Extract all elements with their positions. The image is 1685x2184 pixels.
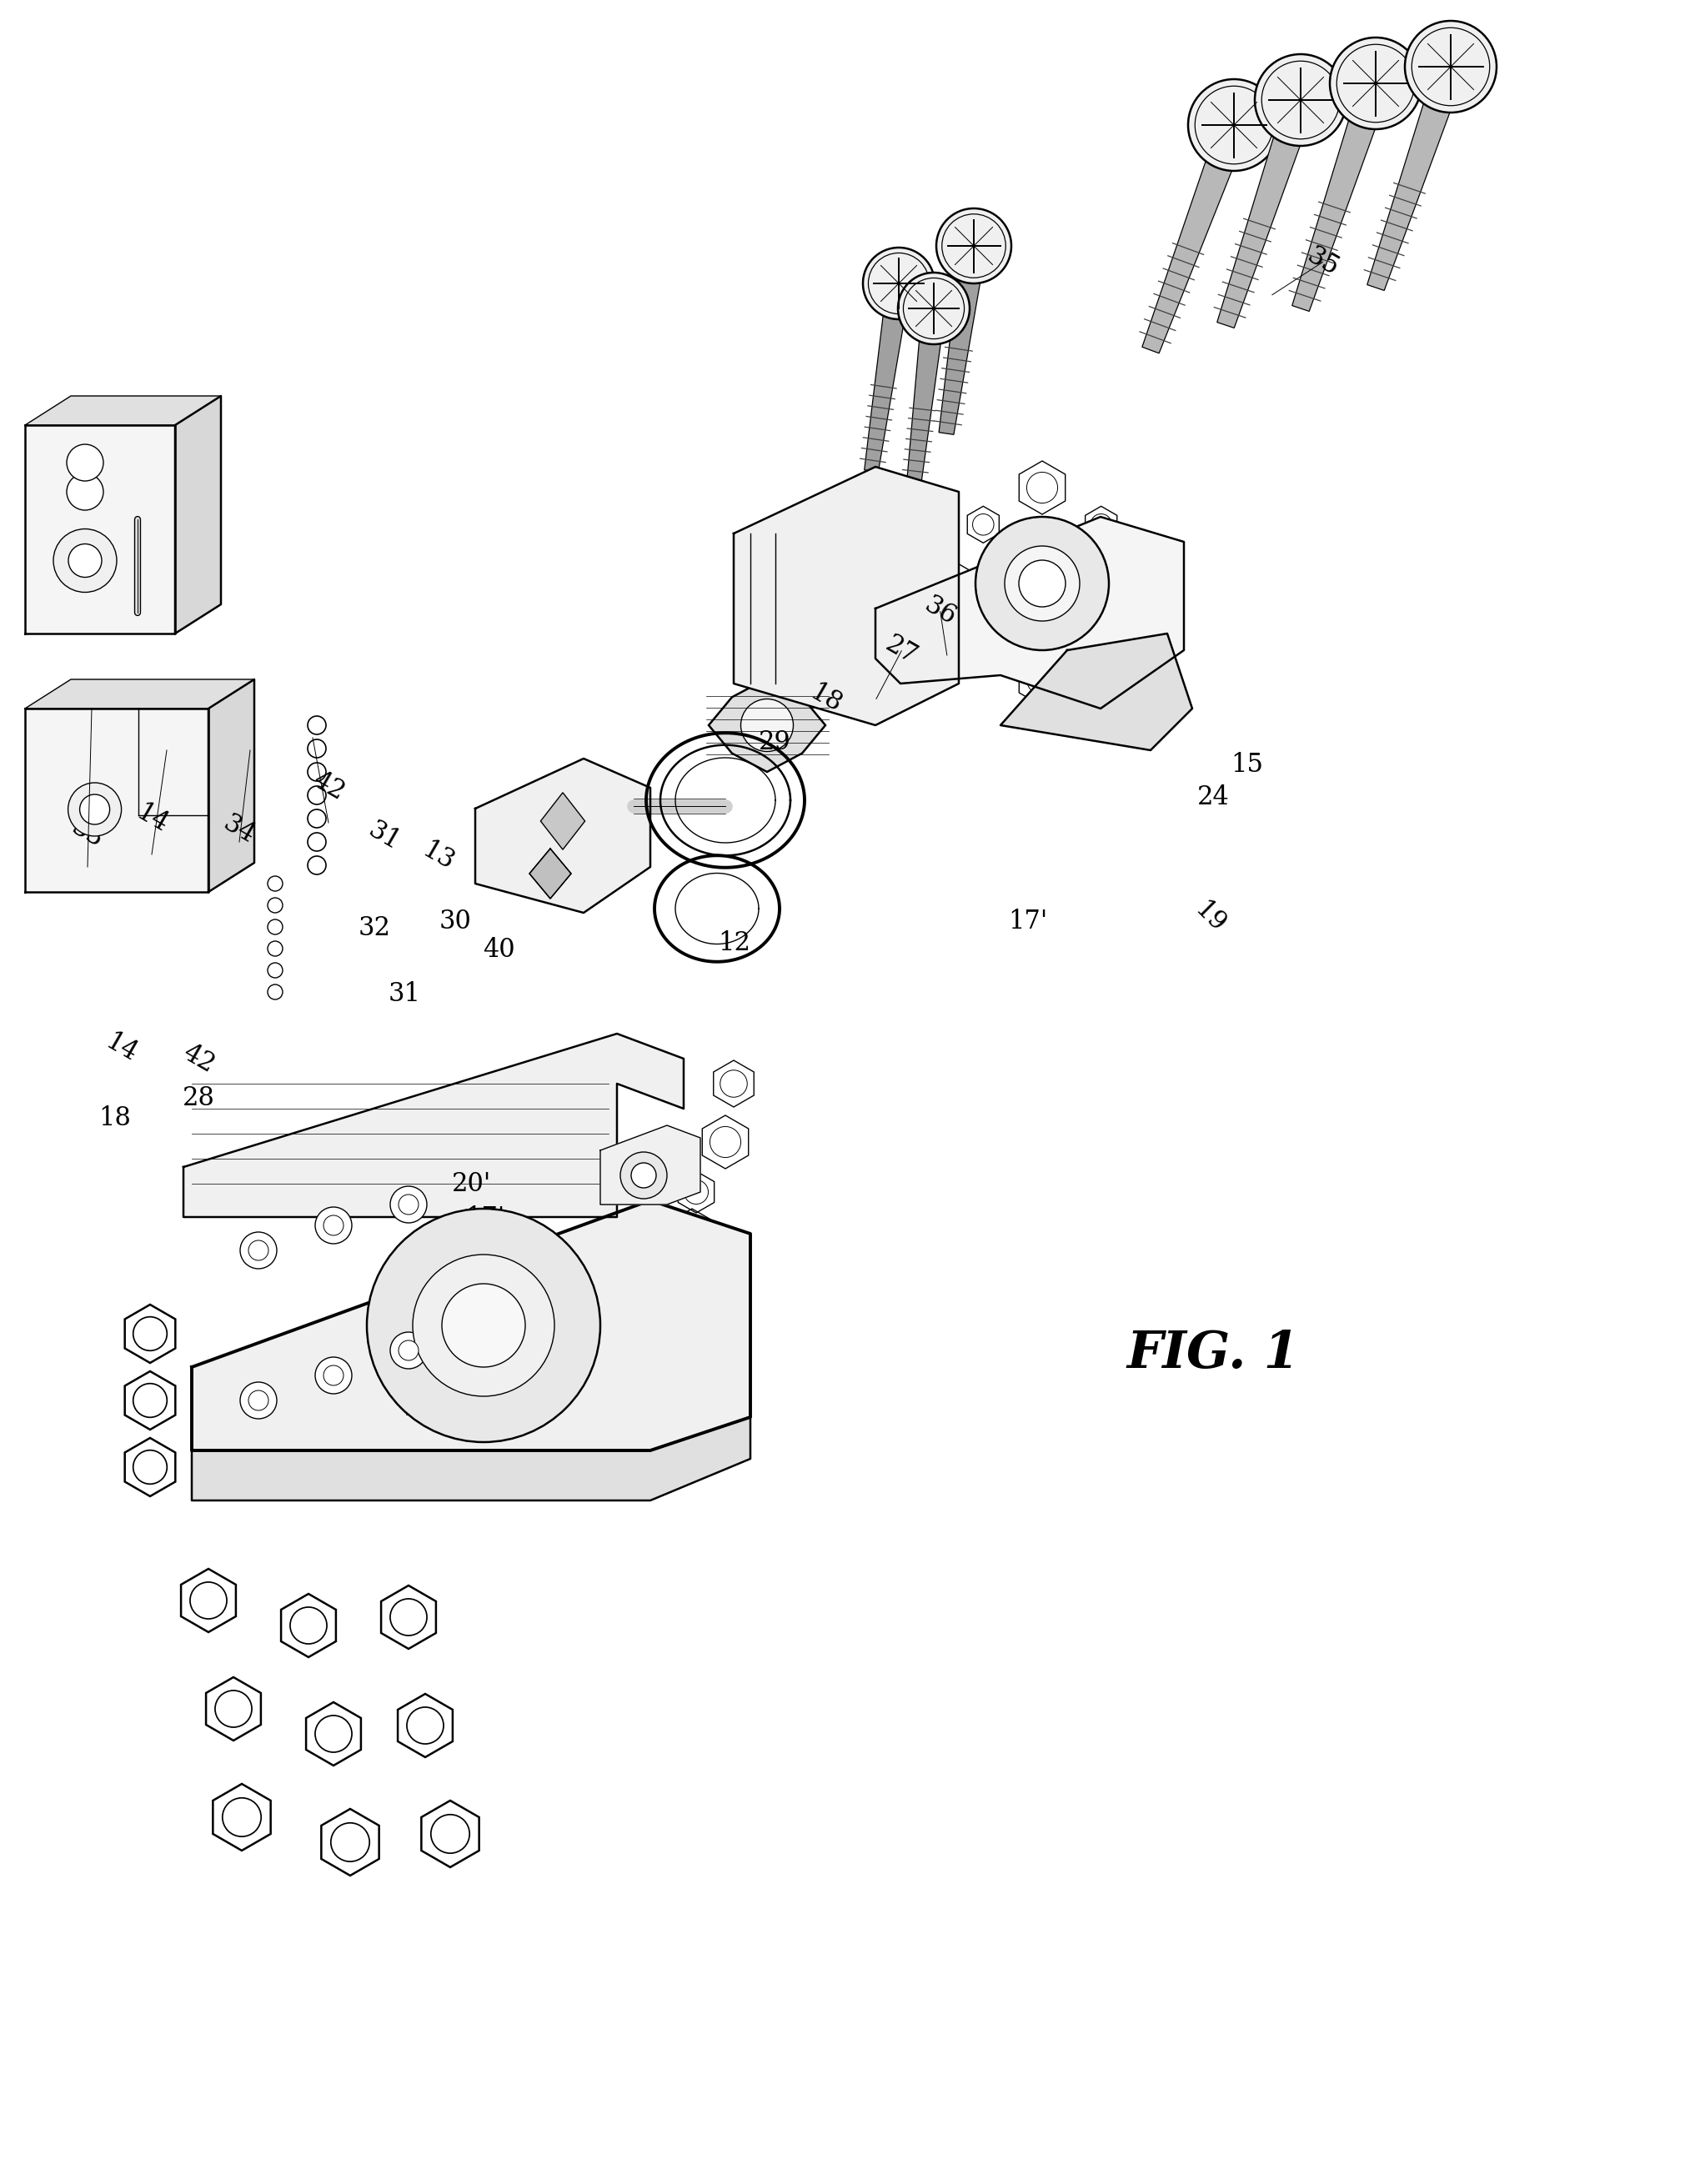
Circle shape: [67, 782, 121, 836]
Text: 17: 17: [401, 1396, 435, 1422]
Text: 31: 31: [388, 981, 421, 1007]
Text: 18: 18: [98, 1105, 131, 1131]
Circle shape: [620, 1151, 667, 1199]
Polygon shape: [1292, 79, 1390, 312]
Polygon shape: [25, 679, 254, 708]
Polygon shape: [475, 758, 650, 913]
Circle shape: [54, 529, 116, 592]
Polygon shape: [541, 793, 585, 850]
Circle shape: [241, 1232, 276, 1269]
Circle shape: [441, 1284, 526, 1367]
Circle shape: [391, 1186, 426, 1223]
Text: 21: 21: [492, 1319, 526, 1345]
Circle shape: [937, 207, 1011, 284]
Polygon shape: [733, 467, 959, 725]
Polygon shape: [184, 1033, 684, 1216]
Circle shape: [315, 1208, 352, 1243]
Text: 28: 28: [182, 1085, 216, 1112]
Text: 31: 31: [364, 817, 404, 856]
Circle shape: [413, 1254, 554, 1396]
Polygon shape: [864, 282, 910, 472]
Text: 15: 15: [1230, 751, 1264, 778]
Circle shape: [898, 273, 969, 345]
Text: 16: 16: [485, 1258, 519, 1284]
Text: 36: 36: [920, 592, 960, 631]
Text: 29: 29: [758, 729, 792, 756]
Circle shape: [399, 1195, 418, 1214]
Text: 12: 12: [718, 930, 752, 957]
Polygon shape: [1217, 96, 1314, 328]
Circle shape: [399, 1341, 418, 1361]
Circle shape: [976, 518, 1109, 651]
Text: 13: 13: [418, 836, 458, 876]
Circle shape: [741, 699, 794, 751]
Circle shape: [67, 474, 103, 511]
Polygon shape: [25, 426, 175, 633]
Text: 42: 42: [308, 767, 349, 806]
Text: 14: 14: [101, 1029, 142, 1068]
Polygon shape: [529, 850, 571, 898]
Circle shape: [315, 1356, 352, 1393]
Circle shape: [67, 443, 103, 480]
Circle shape: [241, 1382, 276, 1420]
Text: 40: 40: [482, 937, 516, 963]
Text: 15: 15: [404, 1358, 438, 1385]
Text: 32: 32: [357, 915, 391, 941]
Text: 27: 27: [881, 631, 922, 670]
Text: 20': 20': [452, 1171, 492, 1197]
Text: 17': 17': [1008, 909, 1048, 935]
Polygon shape: [175, 395, 221, 633]
Text: 16: 16: [475, 1293, 509, 1319]
Polygon shape: [192, 1417, 750, 1500]
Polygon shape: [1142, 120, 1249, 354]
Polygon shape: [1001, 633, 1193, 751]
Circle shape: [1255, 55, 1346, 146]
Text: 42: 42: [179, 1040, 219, 1079]
Text: 30: 30: [438, 909, 472, 935]
Circle shape: [324, 1365, 344, 1385]
Circle shape: [248, 1241, 268, 1260]
Circle shape: [863, 247, 935, 319]
Circle shape: [248, 1391, 268, 1411]
Text: 34: 34: [219, 810, 259, 850]
Polygon shape: [600, 1125, 701, 1206]
Text: 14: 14: [131, 799, 172, 839]
Circle shape: [391, 1332, 426, 1369]
Circle shape: [632, 1162, 655, 1188]
Text: 19: 19: [1190, 898, 1230, 937]
Polygon shape: [1367, 61, 1464, 290]
Polygon shape: [209, 679, 254, 891]
Text: 24: 24: [1196, 784, 1230, 810]
Text: 18: 18: [805, 679, 846, 719]
Text: 33: 33: [67, 815, 108, 854]
Circle shape: [1405, 22, 1496, 114]
Polygon shape: [907, 308, 945, 494]
Text: 17': 17': [465, 1206, 505, 1232]
Text: 35: 35: [1303, 242, 1343, 282]
Polygon shape: [25, 395, 221, 426]
Circle shape: [1329, 37, 1422, 129]
Circle shape: [69, 544, 101, 577]
Circle shape: [324, 1214, 344, 1236]
Circle shape: [1004, 546, 1080, 620]
Polygon shape: [192, 1201, 750, 1450]
Circle shape: [1188, 79, 1281, 170]
Text: 19: 19: [509, 1236, 543, 1262]
Polygon shape: [709, 679, 826, 771]
Circle shape: [367, 1208, 600, 1441]
Polygon shape: [876, 518, 1185, 708]
Text: 20: 20: [539, 1275, 573, 1302]
Circle shape: [79, 795, 110, 823]
Text: FIG. 1: FIG. 1: [1127, 1330, 1299, 1378]
Circle shape: [1019, 559, 1065, 607]
Polygon shape: [939, 245, 986, 435]
Polygon shape: [25, 708, 209, 891]
